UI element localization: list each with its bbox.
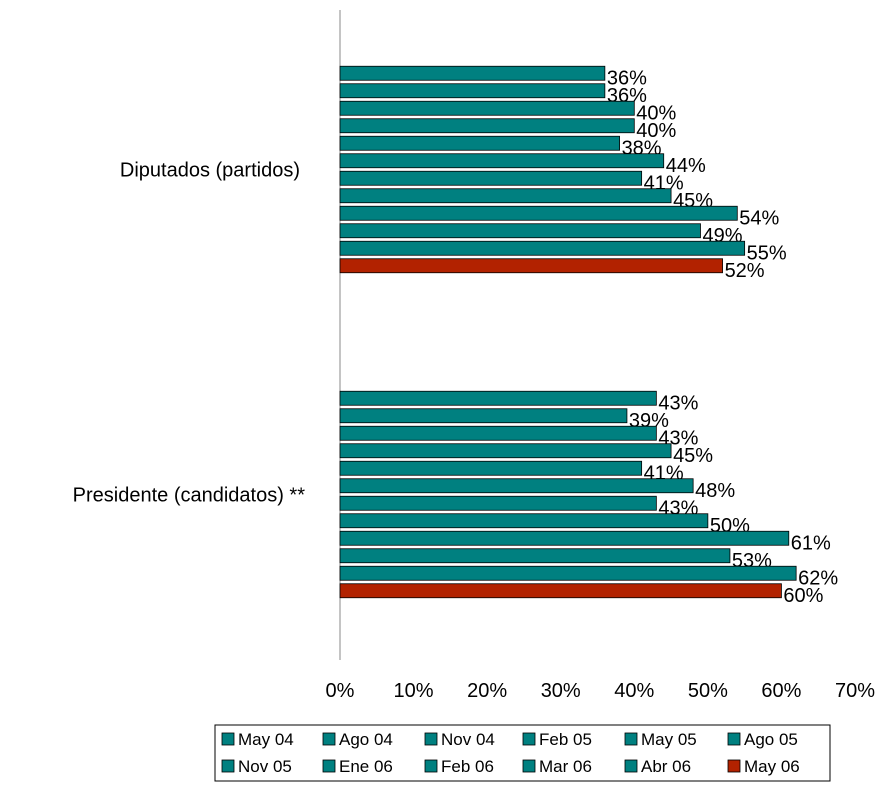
legend-swatch — [522, 732, 536, 746]
value-label: 40% — [636, 120, 676, 142]
category-label: Presidente (candidatos) ** — [73, 485, 306, 507]
value-label: 43% — [658, 392, 698, 414]
bar — [339, 425, 657, 441]
value-label: 52% — [725, 260, 765, 282]
legend-label: Mar 06 — [539, 757, 592, 776]
bar — [339, 188, 672, 204]
legend-swatch — [624, 732, 638, 746]
value-label: 36% — [607, 67, 647, 89]
legend-label: Feb 06 — [441, 757, 494, 776]
bar — [339, 258, 723, 274]
legend-swatch — [624, 759, 638, 773]
bar — [339, 205, 738, 221]
value-label: 62% — [798, 567, 838, 589]
x-tick-label: 40% — [614, 680, 654, 702]
bar — [339, 65, 606, 81]
bar — [339, 565, 797, 581]
bar — [339, 135, 620, 151]
x-tick-label: 60% — [761, 680, 801, 702]
legend-swatch — [322, 732, 336, 746]
x-tick-label: 50% — [688, 680, 728, 702]
legend-swatch — [522, 759, 536, 773]
legend-swatch — [727, 732, 741, 746]
x-tick-label: 10% — [394, 680, 434, 702]
bar — [339, 118, 635, 134]
value-label: 45% — [673, 445, 713, 467]
legend-label: May 05 — [641, 730, 697, 749]
legend-label: Feb 05 — [539, 730, 592, 749]
legend-swatch — [221, 759, 235, 773]
legend-label: May 06 — [744, 757, 800, 776]
bar — [339, 443, 672, 459]
legend-swatch — [424, 759, 438, 773]
bar — [339, 240, 746, 256]
legend-label: Ago 04 — [339, 730, 393, 749]
legend-label: Nov 04 — [441, 730, 495, 749]
x-tick-label: 20% — [467, 680, 507, 702]
bar — [339, 170, 643, 186]
x-tick-label: 0% — [326, 680, 355, 702]
legend-label: Ene 06 — [339, 757, 393, 776]
bar — [339, 583, 782, 599]
value-label: 44% — [666, 155, 706, 177]
bar — [339, 153, 665, 169]
bar — [339, 530, 790, 546]
bar — [339, 83, 606, 99]
bar — [339, 495, 657, 511]
x-tick-label: 70% — [835, 680, 875, 702]
legend-label: Ago 05 — [744, 730, 798, 749]
bar — [339, 408, 628, 424]
bar — [339, 548, 731, 564]
legend-label: Abr 06 — [641, 757, 691, 776]
legend-box — [214, 724, 831, 782]
value-label: 48% — [695, 480, 735, 502]
x-tick-label: 30% — [541, 680, 581, 702]
value-label: 54% — [739, 207, 779, 229]
bar — [339, 100, 635, 116]
bar — [339, 223, 701, 239]
legend-swatch — [727, 759, 741, 773]
legend-swatch — [322, 759, 336, 773]
legend-label: May 04 — [238, 730, 294, 749]
legend-label: Nov 05 — [238, 757, 292, 776]
bar — [339, 390, 657, 406]
value-label: 55% — [747, 242, 787, 264]
value-label: 61% — [791, 532, 831, 554]
category-label: Diputados (partidos) — [120, 160, 300, 182]
bar — [339, 460, 643, 476]
bar — [339, 478, 694, 494]
legend-swatch — [424, 732, 438, 746]
value-label: 40% — [636, 102, 676, 124]
bar — [339, 513, 709, 529]
legend-swatch — [221, 732, 235, 746]
value-label: 60% — [783, 585, 823, 607]
